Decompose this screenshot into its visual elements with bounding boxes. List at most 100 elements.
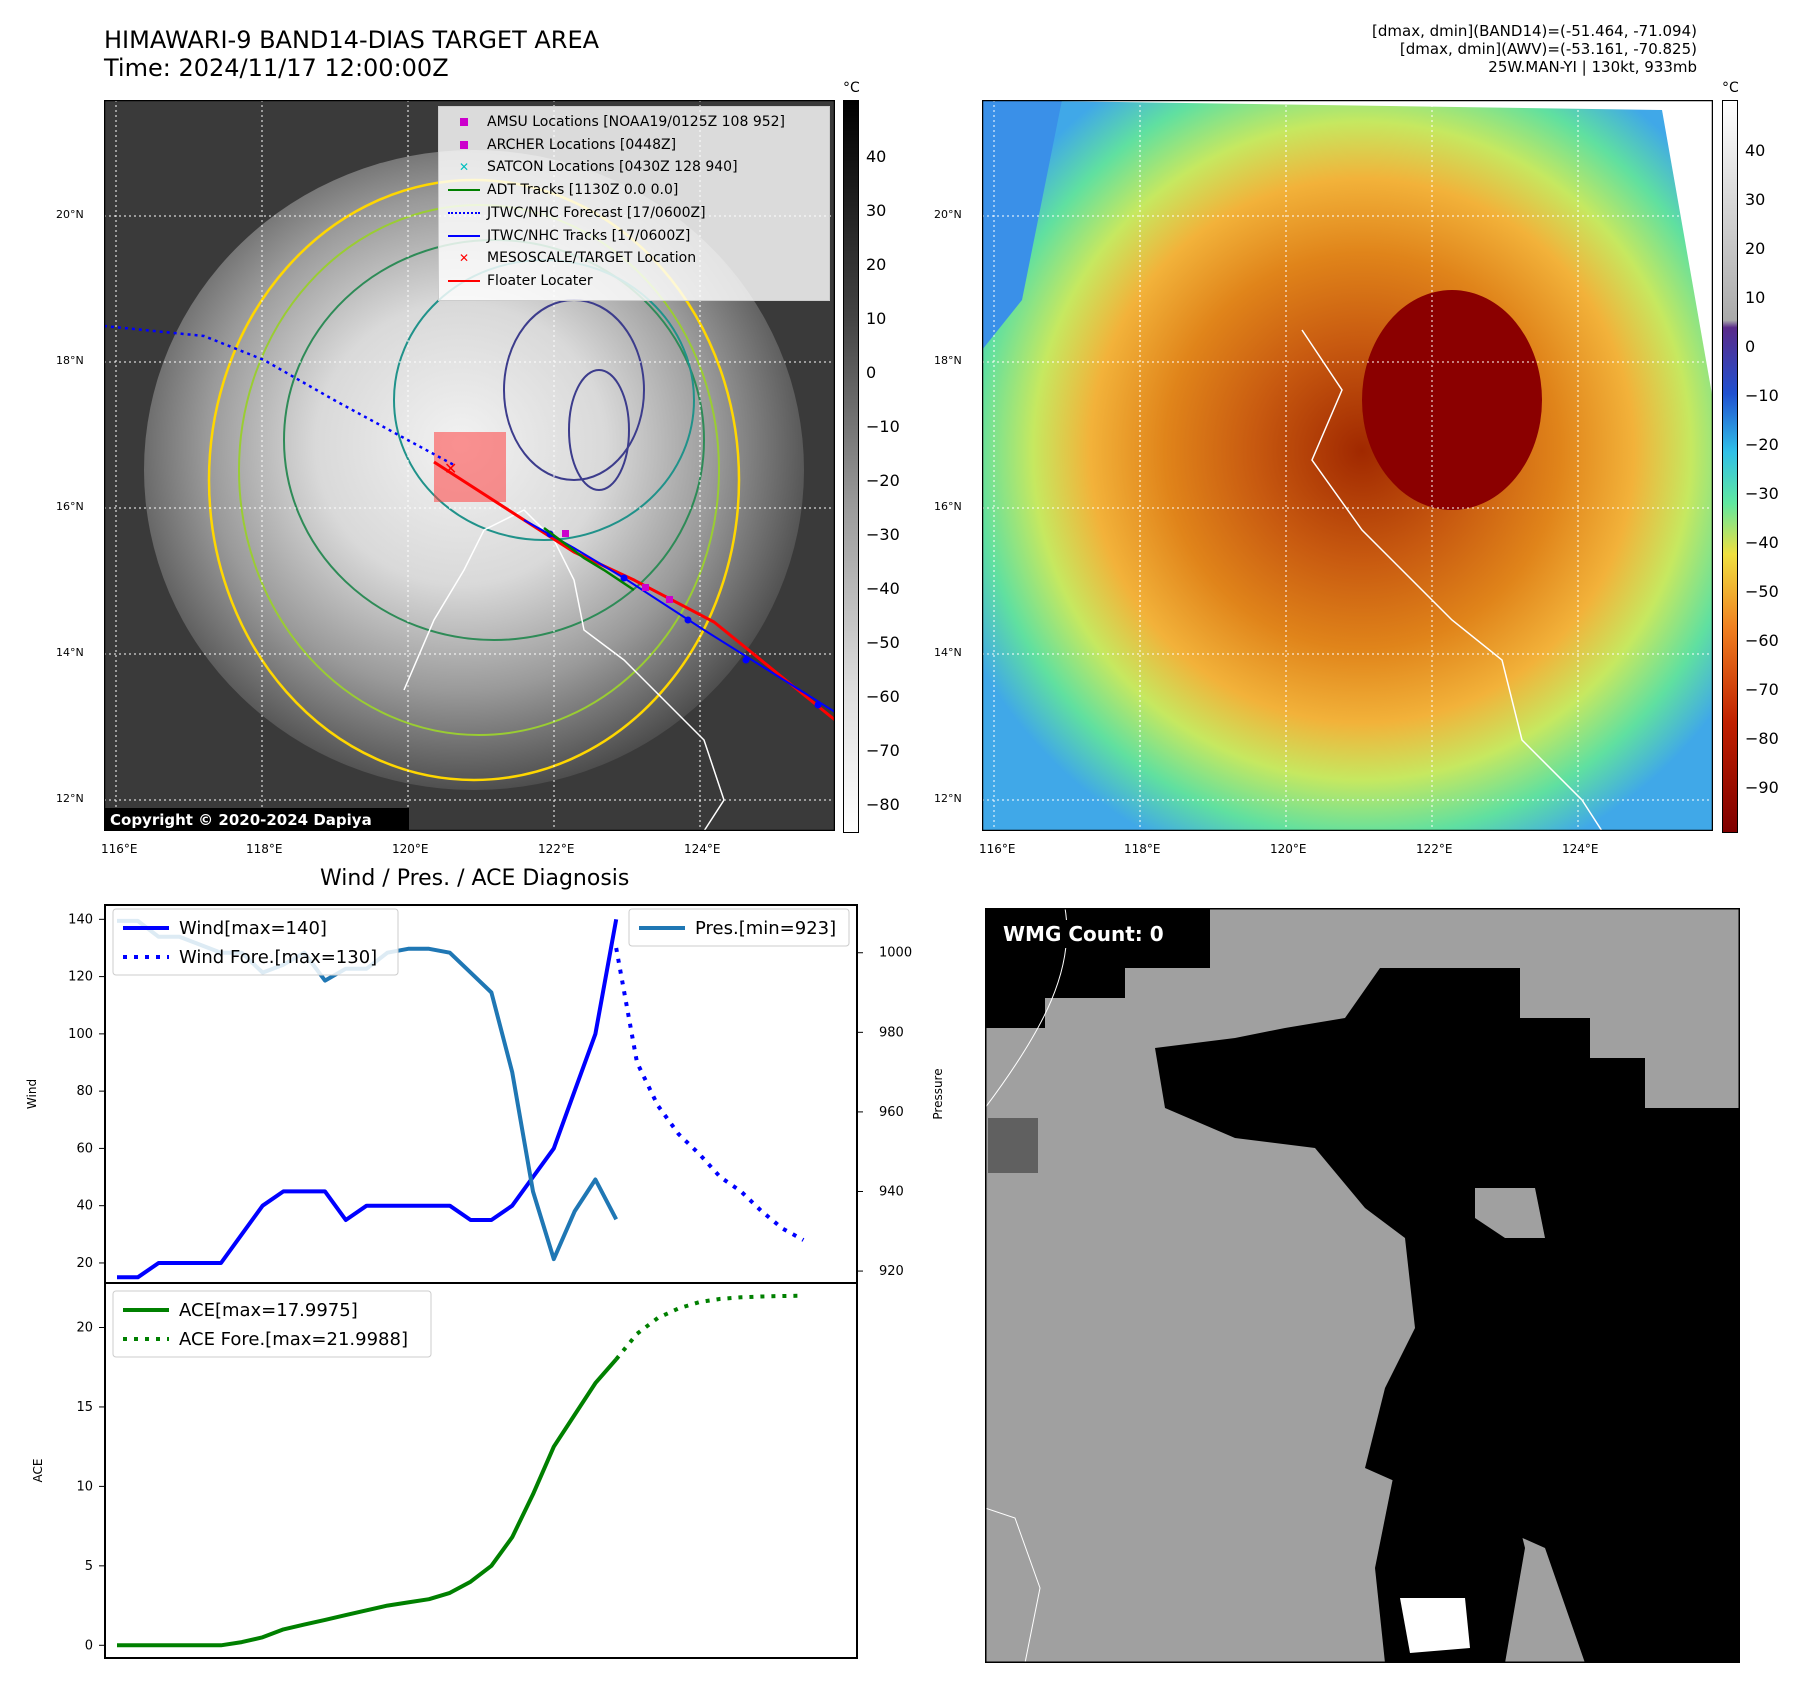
color-ir-map-svg — [982, 100, 1713, 831]
legend-symbol — [447, 270, 481, 293]
legend-item: ✕ MESOSCALE/TARGET Location — [447, 247, 829, 270]
rlon-label-118: 118°E — [1124, 842, 1161, 856]
wind-ytick-label: 60 — [76, 1141, 93, 1156]
figure-title-line2: Time: 2024/11/17 12:00:00Z — [104, 54, 449, 82]
wmg-gap — [1475, 1188, 1545, 1238]
ace-axis-label: ACE — [31, 1459, 45, 1483]
lon-label-122: 122°E — [538, 842, 575, 856]
coastline — [403, 509, 725, 831]
rlon-label-120: 120°E — [1270, 842, 1307, 856]
amsu-archer-markers — [562, 530, 673, 603]
pressure-axis-label: Pressure — [931, 1068, 945, 1119]
map-legend: AMSU Locations [NOAA19/0125Z 108 952] ARC… — [438, 106, 830, 301]
pres-ytick-label: 1000 — [879, 946, 912, 961]
wmg-dark-patch — [988, 1118, 1038, 1173]
contour-indigo-core — [568, 369, 630, 491]
ace-legend-label: ACE[max=17.9975] — [179, 1300, 358, 1321]
legend-item: AMSU Locations [NOAA19/0125Z 108 952] — [447, 111, 829, 134]
info-line2: [dmax, dmin](AWV)=(-53.161, -70.825) — [1399, 40, 1697, 58]
wmg-panel: WMG Count: 0 — [985, 908, 1740, 1663]
ace-ytick-label: 10 — [76, 1479, 93, 1494]
legend-label: ARCHER Locations [0448Z] — [487, 136, 677, 153]
wind-legend-label: Wind[max=140] — [179, 918, 327, 939]
wind-series-line — [117, 918, 619, 1280]
legend-label: MESOSCALE/TARGET Location — [487, 250, 697, 267]
pres-ytick-label: 960 — [879, 1105, 904, 1120]
cold-sky-region — [982, 100, 1062, 350]
wind-legend-label: Wind Fore.[max=130] — [179, 947, 377, 968]
wind-ytick-label: 20 — [76, 1256, 93, 1271]
pressure-legend-box — [628, 908, 850, 947]
legend-label: AMSU Locations [NOAA19/0125Z 108 952] — [487, 114, 786, 130]
legend-item: ARCHER Locations [0448Z] — [447, 134, 829, 157]
lon-label-124: 124°E — [684, 842, 721, 856]
figure-title-line1: HIMAWARI-9 BAND14-DIAS TARGET AREA — [104, 26, 600, 54]
color-map-gridlines — [982, 100, 1713, 831]
pres-ytick-label: 940 — [879, 1184, 904, 1199]
color-colorbar-ticks: 40 30 20 10 0 −10 −20 −30 −40 −50 −60 −7… — [1745, 141, 1779, 797]
info-line1: [dmax, dmin](BAND14)=(-51.464, -71.094) — [1372, 22, 1697, 40]
legend-symbol: ✕ — [458, 251, 470, 266]
diagnosis-title: Wind / Pres. / ACE Diagnosis — [320, 866, 630, 891]
pres-ytick-label: 920 — [879, 1264, 904, 1279]
legend-label: JTWC/NHC Tracks [17/0600Z] — [487, 227, 691, 244]
ace-ytick-label: 20 — [76, 1320, 93, 1335]
legend-label: SATCON Locations [0430Z 128 940] — [487, 159, 738, 176]
lat-label-20: 20°N — [56, 208, 84, 221]
ace-ytick-label: 0 — [85, 1638, 93, 1653]
mesoscale-target-marker: ✕ — [444, 459, 457, 478]
wind-ytick-label: 100 — [68, 1027, 93, 1042]
ace-series-line — [117, 1357, 618, 1648]
lon-label-120: 120°E — [392, 842, 429, 856]
rlat-label-14: 14°N — [934, 646, 962, 659]
legend-label: ADT Tracks [1130Z 0.0 0.0] — [487, 182, 679, 199]
legend-item: JTWC/NHC Forecast [17/0600Z] — [447, 202, 829, 225]
wmg-white-patch — [1400, 1598, 1470, 1653]
legend-item: ADT Tracks [1130Z 0.0 0.0] — [447, 179, 829, 202]
color-map-coastline — [1301, 329, 1603, 831]
info-line3: 25W.MAN-YI | 130kt, 933mb — [1488, 58, 1697, 76]
gray-colorbar-ticks: 40 30 20 10 0 −10 −20 −30 −40 −50 −60 −7… — [866, 147, 900, 814]
pressure-legend-label: Pres.[min=923] — [695, 918, 836, 939]
adt-track — [543, 527, 635, 592]
lat-label-14: 14°N — [56, 646, 84, 659]
ace-forecast-series-line — [614, 1293, 804, 1361]
rlon-label-124: 124°E — [1562, 842, 1599, 856]
legend-symbol — [447, 134, 481, 157]
floater-box — [434, 432, 506, 502]
ir-map-panel: ✕ Copyright © 2020-2024 Dapiya AMSU Loca… — [104, 100, 835, 831]
legend-item: ✕ SATCON Locations [0430Z 128 940] — [447, 156, 829, 179]
rlon-label-122: 122°E — [1416, 842, 1453, 856]
legend-symbol — [447, 179, 481, 202]
copyright-text: Copyright © 2020-2024 Dapiya — [110, 811, 372, 829]
color-storm-field — [982, 100, 1713, 831]
legend-symbol — [447, 225, 481, 248]
legend-symbol — [447, 111, 481, 134]
legend-item: JTWC/NHC Tracks [17/0600Z] — [447, 225, 829, 248]
lat-label-18: 18°N — [56, 354, 84, 367]
ace-legend-label: ACE Fore.[max=21.9988] — [179, 1329, 408, 1350]
wmg-coastline-bottom — [985, 1507, 1041, 1663]
ace-legend-box — [112, 1290, 432, 1358]
color-colorbar-unit: °C — [1722, 80, 1739, 96]
wind-ytick-label: 120 — [68, 970, 93, 985]
wind-ytick-label: 40 — [76, 1199, 93, 1214]
gray-colorbar-unit: °C — [843, 80, 860, 96]
wind-axis-label: Wind — [25, 1079, 39, 1109]
wind-forecast-series-line — [614, 947, 805, 1242]
lon-label-116: 116°E — [101, 842, 138, 856]
color-colorbar — [1722, 100, 1738, 833]
legend-label: Floater Locater — [487, 272, 593, 289]
lat-label-12: 12°N — [56, 792, 84, 805]
diagnosis-chart: 20 40 60 80 100 120 140 920 940 960 980 1000 0 5 10 15 2… — [25, 904, 945, 1659]
legend-item: Floater Locater — [447, 270, 829, 293]
ace-ytick-label: 5 — [85, 1559, 93, 1574]
ir-map-frame — [104, 100, 835, 831]
rlon-label-116: 116°E — [979, 842, 1016, 856]
wind-ytick-label: 140 — [68, 912, 93, 927]
wmg-count-badge: WMG Count: 0 — [995, 920, 1172, 948]
lat-label-16: 16°N — [56, 500, 84, 513]
wind-ytick-label: 80 — [76, 1084, 93, 1099]
wmg-svg — [985, 908, 1740, 1663]
rlat-label-12: 12°N — [934, 792, 962, 805]
